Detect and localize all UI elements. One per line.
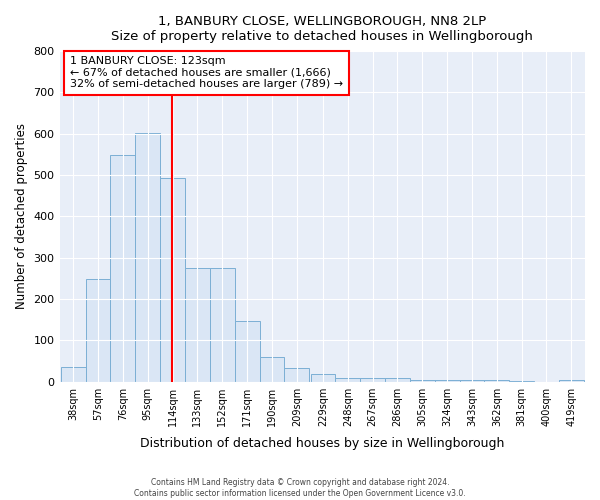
Bar	[360, 378, 385, 382]
Bar	[460, 380, 484, 382]
Bar	[160, 178, 185, 382]
Y-axis label: Number of detached properties: Number of detached properties	[15, 124, 28, 310]
Bar	[86, 279, 110, 382]
X-axis label: Distribution of detached houses by size in Wellingborough: Distribution of detached houses by size …	[140, 437, 505, 450]
Bar	[61, 367, 86, 382]
Text: 1 BANBURY CLOSE: 123sqm
← 67% of detached houses are smaller (1,666)
32% of semi: 1 BANBURY CLOSE: 123sqm ← 67% of detache…	[70, 56, 343, 90]
Bar	[185, 268, 210, 382]
Bar	[335, 378, 360, 382]
Bar	[284, 368, 309, 382]
Bar	[110, 155, 136, 382]
Text: Contains HM Land Registry data © Crown copyright and database right 2024.
Contai: Contains HM Land Registry data © Crown c…	[134, 478, 466, 498]
Bar	[136, 132, 160, 382]
Bar	[260, 357, 284, 382]
Title: 1, BANBURY CLOSE, WELLINGBOROUGH, NN8 2LP
Size of property relative to detached : 1, BANBURY CLOSE, WELLINGBOROUGH, NN8 2L…	[112, 15, 533, 43]
Bar	[509, 381, 534, 382]
Bar	[311, 374, 335, 382]
Bar	[385, 378, 410, 382]
Bar	[484, 380, 509, 382]
Bar	[435, 380, 460, 382]
Bar	[410, 380, 435, 382]
Bar	[210, 268, 235, 382]
Bar	[235, 320, 260, 382]
Bar	[559, 380, 584, 382]
